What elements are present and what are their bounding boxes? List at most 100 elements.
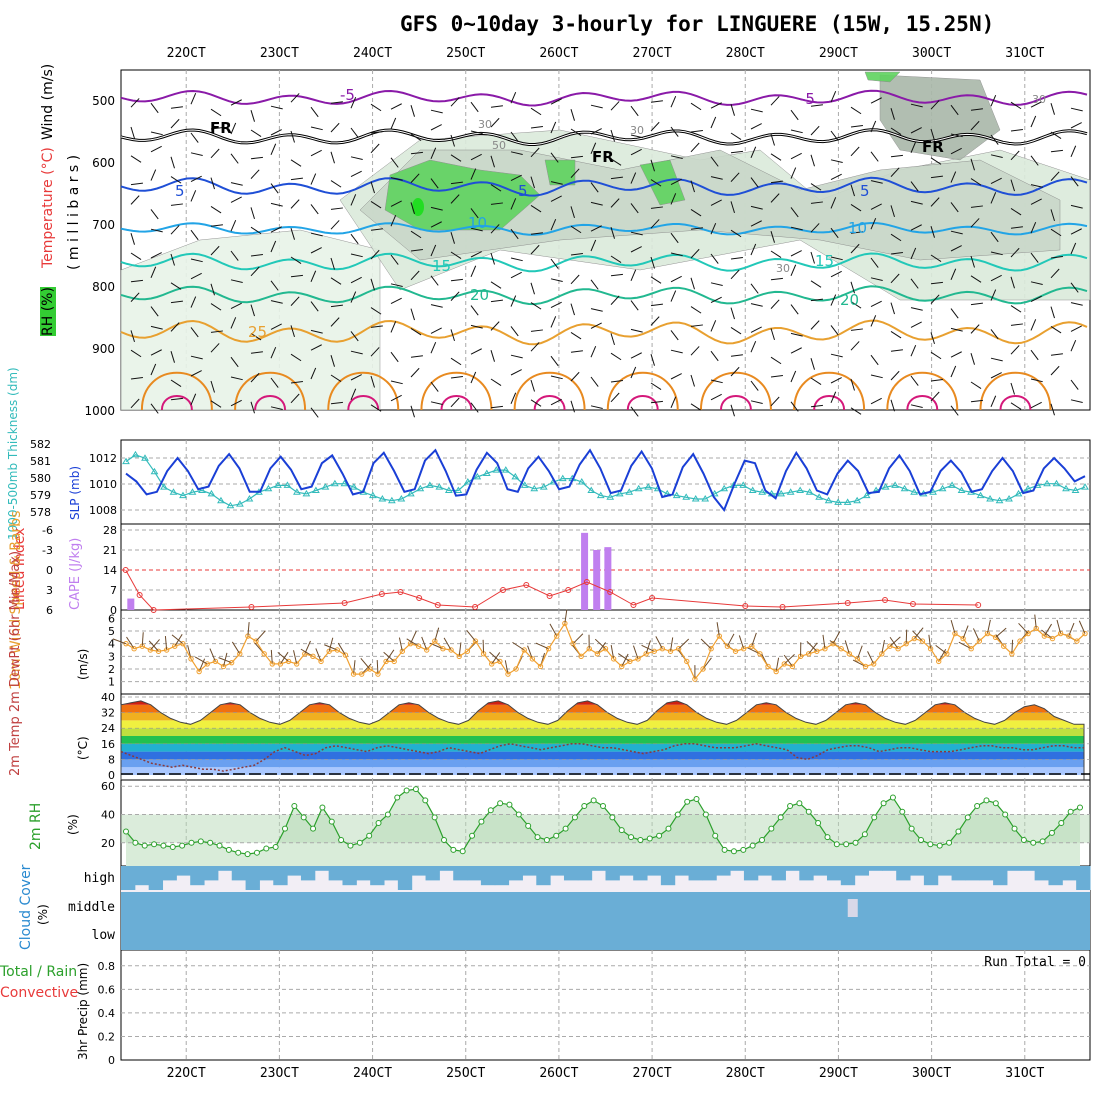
wind-barb	[850, 243, 860, 254]
wind-barb	[890, 167, 900, 177]
wind-barb-10m	[443, 637, 452, 651]
wind-barb	[150, 349, 162, 356]
wind-barb	[610, 129, 615, 142]
wind-barb	[710, 282, 723, 286]
contour-label: 10	[848, 219, 867, 237]
wind-barb	[270, 300, 283, 304]
wind-barb	[1070, 204, 1083, 209]
wind-tick: 1	[108, 676, 115, 689]
wind-barb	[610, 158, 622, 166]
wind-barb	[370, 325, 383, 328]
wind-barb	[290, 325, 295, 338]
wind-barb-10m	[702, 657, 712, 670]
label-2m-temp: 2m Temp 2m DewPt (6hr Min/Max)	[8, 550, 23, 776]
date-label-bottom: 24OCT	[352, 1066, 393, 1081]
rh2m-point	[197, 838, 204, 845]
wind-barb	[490, 105, 503, 108]
wind-barb	[230, 279, 243, 283]
wind-barb	[670, 373, 682, 380]
rh2m-point	[253, 849, 260, 856]
wind-speed-point	[415, 643, 422, 649]
contour-10	[120, 221, 1088, 236]
wind-barb	[790, 129, 803, 134]
cloud-high-bar	[231, 866, 247, 881]
cape-bar	[581, 532, 589, 610]
wind-barb	[150, 209, 159, 220]
wind-speed-point	[619, 663, 625, 670]
cloud-high-bar	[910, 866, 925, 876]
wind-barb	[770, 328, 775, 341]
wind-speed-point	[432, 638, 438, 644]
wind-barb	[390, 214, 397, 227]
wind-barb	[250, 401, 255, 414]
wind-barb	[990, 154, 1003, 158]
wind-speed-point	[708, 646, 714, 652]
temp-band	[121, 736, 1084, 744]
wind-barb	[350, 291, 357, 303]
wind-barb	[710, 116, 717, 129]
wind-barb-10m	[148, 640, 159, 652]
wind-barb	[710, 222, 717, 235]
cloud-high-bar	[619, 866, 634, 876]
wind-barb	[1030, 378, 1043, 383]
wind-barb-10m	[995, 627, 1007, 638]
wind-speed-point	[1049, 635, 1056, 642]
wind-speed-point	[862, 663, 869, 670]
date-label-bottom: 23OCT	[259, 1066, 299, 1081]
wind-barb	[730, 201, 735, 214]
wind-barb	[190, 393, 197, 405]
cloud-high-bar	[674, 866, 690, 876]
label-millibars: ( m i l l i b a r s )	[66, 154, 82, 270]
wind-barb	[790, 332, 803, 337]
wind-barb	[190, 370, 202, 377]
wind-barb	[290, 256, 302, 264]
wind-barb	[250, 266, 260, 277]
wind-barb	[990, 251, 1003, 256]
wind-barb	[410, 249, 423, 252]
wind-barb	[990, 372, 1002, 379]
wind-barb	[1030, 319, 1037, 331]
contour-freezing-inner	[120, 129, 1088, 145]
wind-barb-10m	[913, 627, 924, 639]
rh2m-point	[1002, 811, 1009, 818]
wind-barb	[190, 296, 197, 308]
wind-speed-point	[1017, 638, 1023, 644]
wind-barb	[390, 297, 402, 305]
wind-barb	[1070, 107, 1083, 112]
wind-barb	[690, 130, 703, 133]
wind-barb	[850, 281, 855, 294]
wind-barb	[390, 103, 402, 110]
wind-tick: 5	[108, 625, 115, 638]
cloud-high-bar	[591, 866, 606, 871]
wind-barb	[750, 380, 759, 391]
contour-label: 5	[518, 182, 528, 200]
contour-label: -5	[340, 86, 355, 104]
wind-barb-10m	[610, 644, 615, 659]
wind-barb	[890, 273, 900, 284]
rh2m-point	[759, 836, 765, 843]
wind-barb-10m	[512, 641, 525, 651]
rh2m-point	[712, 832, 719, 839]
wind-barb	[410, 405, 415, 418]
contour-label: 5	[175, 182, 185, 200]
wind-barb	[230, 99, 242, 106]
wind-barb	[870, 217, 877, 230]
wind-speed-point	[911, 635, 918, 642]
cloud-high-bar	[356, 866, 371, 881]
cloud-high-bar	[730, 866, 745, 871]
wind-barb	[190, 327, 199, 338]
wind-barb	[1030, 401, 1042, 409]
rh2m-point	[543, 836, 550, 843]
wind-barb	[510, 131, 519, 142]
cloud-high-bar	[1048, 866, 1063, 886]
rh2m-point	[1020, 836, 1027, 843]
wind-tick: 3	[108, 650, 115, 663]
rh2m-point	[431, 814, 438, 821]
wind-barb	[270, 377, 279, 388]
wind-barb	[430, 304, 443, 308]
slp-line	[125, 448, 1086, 512]
wind-barb	[590, 182, 599, 193]
wind-barb	[770, 299, 780, 309]
wind-barb	[630, 105, 639, 117]
thickness-point	[644, 483, 653, 490]
